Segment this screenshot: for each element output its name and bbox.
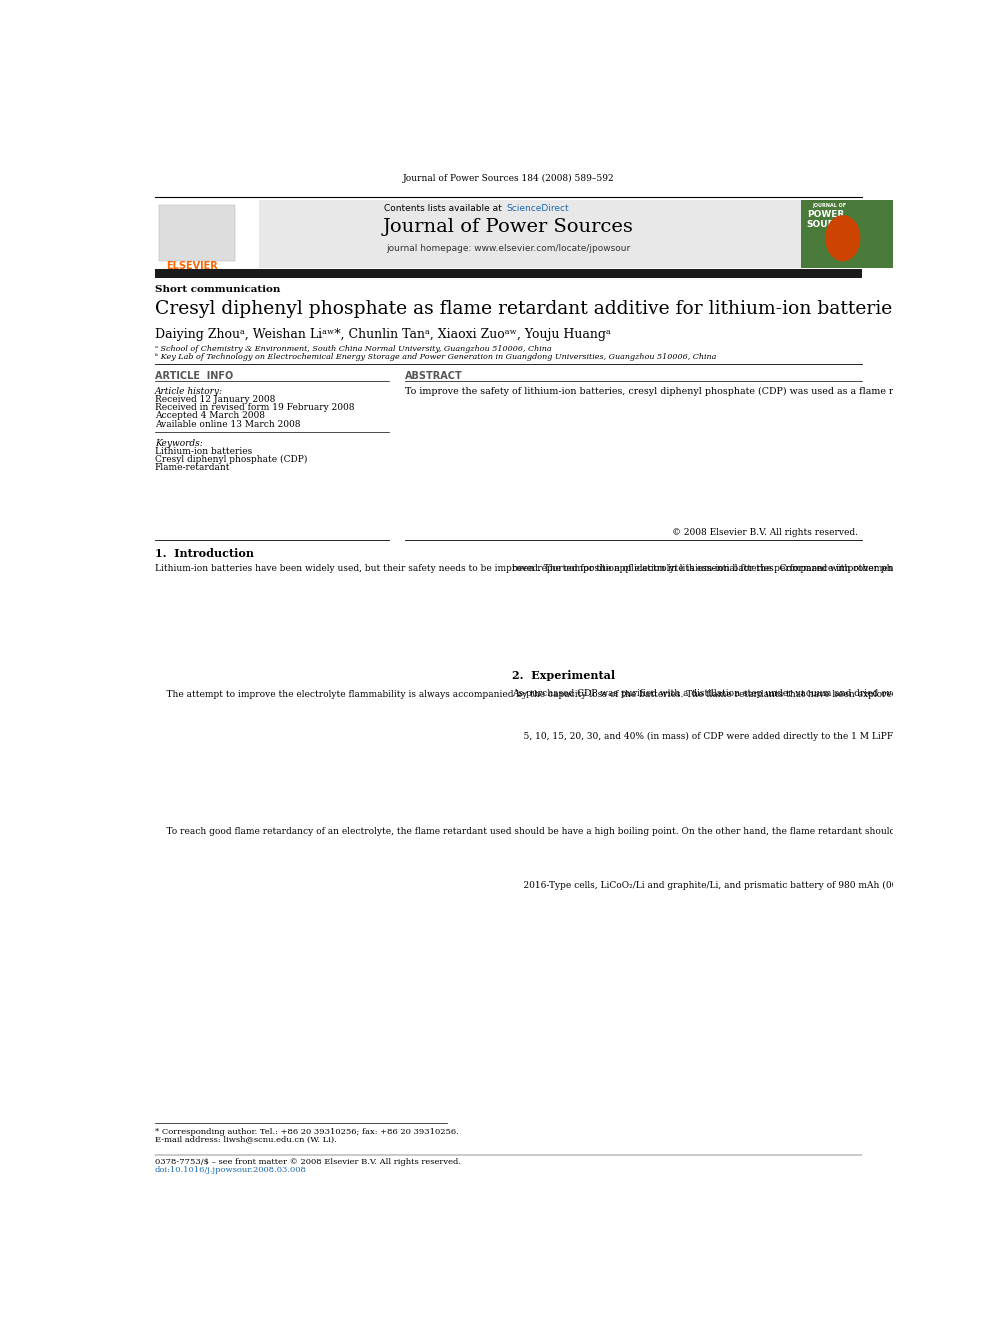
Text: 2.  Experimental: 2. Experimental: [512, 671, 615, 681]
Text: 2016-Type cells, LiCoO₂/Li and graphite/Li, and prismatic battery of 980 mAh (06: 2016-Type cells, LiCoO₂/Li and graphite/…: [512, 881, 992, 889]
Text: ELSEVIER: ELSEVIER: [167, 261, 218, 271]
Text: Flame-retardant: Flame-retardant: [155, 463, 230, 472]
Text: Available online 13 March 2008: Available online 13 March 2008: [155, 419, 301, 429]
Text: JOURNAL OF: JOURNAL OF: [812, 202, 846, 208]
FancyBboxPatch shape: [801, 200, 893, 267]
Text: Journal of Power Sources 184 (2008) 589–592: Journal of Power Sources 184 (2008) 589–…: [403, 175, 614, 183]
Text: SOURCES: SOURCES: [806, 220, 854, 229]
FancyBboxPatch shape: [155, 200, 259, 267]
Text: Received in revised form 19 February 2008: Received in revised form 19 February 200…: [155, 404, 354, 413]
Text: 0378-7753/$ – see front matter © 2008 Elsevier B.V. All rights reserved.: 0378-7753/$ – see front matter © 2008 El…: [155, 1158, 460, 1166]
Text: ARTICLE  INFO: ARTICLE INFO: [155, 370, 233, 381]
Text: Received 12 January 2008: Received 12 January 2008: [155, 396, 275, 404]
Text: Daiying Zhouᵃ, Weishan Liᵃʷ*, Chunlin Tanᵃ, Xiaoxi Zuoᵃʷ, Youju Huangᵃ: Daiying Zhouᵃ, Weishan Liᵃʷ*, Chunlin Ta…: [155, 328, 611, 341]
Text: Cresyl diphenyl phosphate as flame retardant additive for lithium-ion batteries: Cresyl diphenyl phosphate as flame retar…: [155, 300, 902, 319]
Text: Article history:: Article history:: [155, 386, 223, 396]
Text: doi:10.1016/j.jpowsour.2008.03.008: doi:10.1016/j.jpowsour.2008.03.008: [155, 1167, 307, 1175]
Text: Lithium-ion batteries: Lithium-ion batteries: [155, 447, 252, 456]
Text: The attempt to improve the electrolyte flammability is always accompanied by the: The attempt to improve the electrolyte f…: [155, 689, 992, 699]
Text: Accepted 4 March 2008: Accepted 4 March 2008: [155, 411, 265, 421]
FancyBboxPatch shape: [155, 269, 862, 278]
Text: ABSTRACT: ABSTRACT: [405, 370, 462, 381]
Text: 5, 10, 15, 20, 30, and 40% (in mass) of CDP were added directly to the 1 M LiPF₆: 5, 10, 15, 20, 30, and 40% (in mass) of …: [512, 732, 992, 741]
Text: been reported for the application in lithium-ion batteries. Compared with other : been reported for the application in lit…: [512, 564, 992, 573]
Text: Journal of Power Sources: Journal of Power Sources: [383, 218, 634, 235]
Text: As-purchased CDP was purified with a distillation step under vacuum and dried ov: As-purchased CDP was purified with a dis…: [512, 688, 992, 697]
Circle shape: [826, 216, 860, 261]
Text: ScienceDirect: ScienceDirect: [506, 204, 568, 213]
Text: POWER: POWER: [806, 209, 844, 218]
Text: Contents lists available at: Contents lists available at: [384, 204, 505, 213]
Text: E-mail address: liwsh@scnu.edu.cn (W. Li).: E-mail address: liwsh@scnu.edu.cn (W. Li…: [155, 1135, 336, 1143]
Text: To improve the safety of lithium-ion batteries, cresyl diphenyl phosphate (CDP) : To improve the safety of lithium-ion bat…: [405, 386, 992, 396]
FancyBboxPatch shape: [159, 205, 235, 261]
Text: 1.  Introduction: 1. Introduction: [155, 548, 254, 558]
Text: Keywords:: Keywords:: [155, 439, 202, 448]
Text: ᵃ School of Chemistry & Environment, South China Normal University, Guangzhou 51: ᵃ School of Chemistry & Environment, Sou…: [155, 345, 552, 353]
Text: * Corresponding author. Tel.: +86 20 39310256; fax: +86 20 39310256.: * Corresponding author. Tel.: +86 20 393…: [155, 1127, 458, 1135]
Text: Short communication: Short communication: [155, 284, 280, 294]
Text: ᵇ Key Lab of Technology on Electrochemical Energy Storage and Power Generation i: ᵇ Key Lab of Technology on Electrochemic…: [155, 353, 716, 361]
Text: To reach good flame retardancy of an electrolyte, the flame retardant used shoul: To reach good flame retardancy of an ele…: [155, 827, 992, 836]
Text: © 2008 Elsevier B.V. All rights reserved.: © 2008 Elsevier B.V. All rights reserved…: [673, 528, 858, 537]
FancyBboxPatch shape: [171, 200, 801, 267]
Text: Cresyl diphenyl phosphate (CDP): Cresyl diphenyl phosphate (CDP): [155, 455, 308, 464]
Text: journal homepage: www.elsevier.com/locate/jpowsour: journal homepage: www.elsevier.com/locat…: [386, 245, 631, 253]
Text: Lithium-ion batteries have been widely used, but their safety needs to be improv: Lithium-ion batteries have been widely u…: [155, 564, 992, 573]
